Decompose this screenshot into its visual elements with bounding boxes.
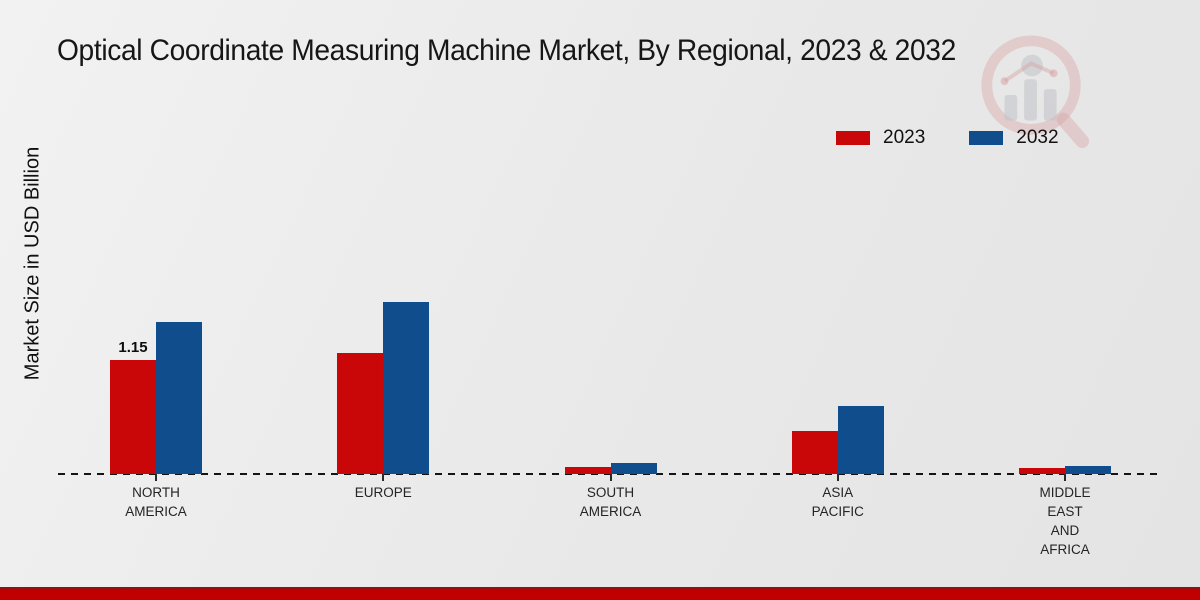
x-axis-baseline [58, 473, 1159, 475]
category-label-europe: EUROPE [354, 485, 412, 500]
legend-item-2023: 2023 [836, 127, 925, 149]
chart-title: Optical Coordinate Measuring Machine Mar… [57, 34, 956, 67]
x-axis-tick [382, 474, 385, 481]
bar-2023-europe [337, 353, 384, 474]
x-axis-tick [1064, 474, 1067, 481]
bar-2032-europe [383, 302, 430, 474]
legend-label-2032: 2032 [1016, 127, 1059, 148]
category-label-south-america: SOUTH AMERICA [579, 485, 642, 519]
bar-2023-asia-pacific [791, 431, 838, 474]
bar-2032-north-america [156, 322, 203, 474]
category-label-middle-east-and-africa: MIDDLE EAST AND AFRICA [1039, 485, 1091, 557]
footer-accent-bar [0, 587, 1200, 600]
bar-2032-middle-east-and-africa [1065, 466, 1112, 474]
category-label-north-america: NORTH AMERICA [125, 485, 187, 519]
category-label-asia-pacific: ASIA PACIFIC [811, 485, 864, 519]
bar-2023-middle-east-and-africa [1019, 468, 1066, 474]
bar-2032-asia-pacific [837, 406, 884, 474]
legend-label-2023: 2023 [883, 127, 926, 148]
market-research-future-logo-icon [981, 35, 1090, 149]
bar-2032-south-america [610, 463, 657, 474]
legend-swatch-2023-icon [836, 131, 870, 145]
x-axis-tick [609, 474, 612, 481]
bar-value-label: 1.15 [118, 339, 148, 356]
legend-item-2032: 2032 [969, 127, 1059, 149]
legend: 2023 2032 [836, 127, 1059, 149]
legend-swatch-2032-icon [969, 131, 1004, 145]
x-axis-tick [836, 474, 839, 481]
x-axis-tick [155, 474, 158, 481]
bar-2023-north-america [110, 360, 157, 474]
bar-2023-south-america [564, 467, 611, 474]
